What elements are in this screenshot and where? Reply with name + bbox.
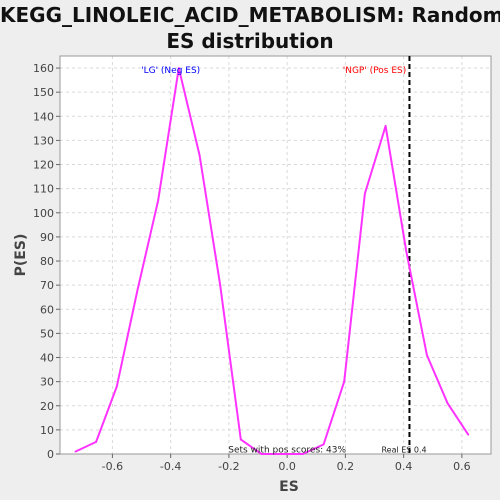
y-tick-label: 80 bbox=[40, 255, 54, 268]
y-tick-label: 70 bbox=[40, 279, 54, 292]
series-line bbox=[74, 67, 470, 455]
data-point bbox=[115, 385, 118, 388]
annotation-label: 'NGP' (Pos ES) bbox=[343, 66, 407, 76]
y-tick-label: 30 bbox=[40, 376, 54, 389]
annotation-label: Sets with pos scores: 43% bbox=[228, 446, 346, 456]
data-point bbox=[281, 453, 284, 455]
data-point bbox=[467, 433, 470, 436]
data-point bbox=[364, 192, 366, 195]
data-point bbox=[177, 67, 180, 69]
x-axis-label: ES bbox=[279, 479, 299, 495]
y-tick-label: 140 bbox=[33, 110, 54, 123]
y-tick-label: 110 bbox=[33, 183, 54, 196]
data-point bbox=[136, 289, 139, 291]
y-axis-label: P(ES) bbox=[13, 234, 29, 277]
y-tick-label: 60 bbox=[40, 303, 54, 316]
y-tick-label: 50 bbox=[40, 327, 54, 340]
y-tick-label: 150 bbox=[33, 86, 54, 99]
x-tick-label: 0.4 bbox=[395, 460, 413, 473]
y-tick-label: 20 bbox=[40, 400, 54, 413]
y-tick-label: 10 bbox=[40, 424, 54, 437]
chart-title: KEGG_LINOLEIC_ACID_METABOLISM: Random ES… bbox=[0, 2, 500, 54]
data-point bbox=[219, 284, 222, 287]
data-point bbox=[157, 199, 160, 202]
real-es-label: Real ES 0.4 bbox=[381, 446, 426, 455]
data-point bbox=[384, 125, 387, 127]
x-tick-label: 0.6 bbox=[453, 460, 471, 473]
data-point bbox=[260, 453, 263, 455]
axes: 0 10 20 30 40 50 60 70 80 90 100 110 120 130 140 150 160… bbox=[33, 55, 492, 473]
y-tick-label: 120 bbox=[33, 159, 54, 172]
x-tick-label: 0.0 bbox=[278, 460, 296, 473]
x-tick-label: -0.2 bbox=[218, 460, 239, 473]
data-point bbox=[198, 153, 201, 156]
data-point bbox=[343, 380, 346, 383]
series-layer bbox=[74, 56, 470, 455]
chart-title-line-2: ES distribution bbox=[166, 29, 334, 53]
data-point bbox=[95, 441, 98, 443]
data-point bbox=[426, 354, 428, 357]
y-tick-label: 0 bbox=[47, 448, 54, 461]
annotation-label: 'LG' (Neg ES) bbox=[141, 66, 200, 76]
plot-background bbox=[60, 56, 491, 454]
data-point bbox=[405, 250, 408, 253]
data-point bbox=[239, 438, 242, 441]
data-point bbox=[322, 443, 325, 446]
data-point bbox=[74, 450, 77, 453]
annotations-layer: 'LG' (Neg ES) 'NGP' (Pos ES) Sets with pos… bbox=[141, 66, 427, 456]
x-tick-label: -0.6 bbox=[102, 460, 123, 473]
data-point bbox=[301, 453, 304, 455]
y-tick-label: 160 bbox=[33, 62, 54, 75]
x-tick-label: 0.2 bbox=[337, 460, 355, 473]
y-tick-label: 40 bbox=[40, 352, 54, 365]
y-tick-label: 100 bbox=[33, 207, 54, 220]
y-tick-label: 90 bbox=[40, 231, 54, 244]
grid-lines bbox=[60, 56, 491, 455]
x-tick-label: -0.4 bbox=[160, 460, 181, 473]
chart-title-line-1: KEGG_LINOLEIC_ACID_METABOLISM: Random bbox=[0, 3, 500, 27]
data-point bbox=[446, 402, 449, 405]
y-tick-label: 130 bbox=[33, 134, 54, 147]
plot-area bbox=[60, 56, 491, 454]
